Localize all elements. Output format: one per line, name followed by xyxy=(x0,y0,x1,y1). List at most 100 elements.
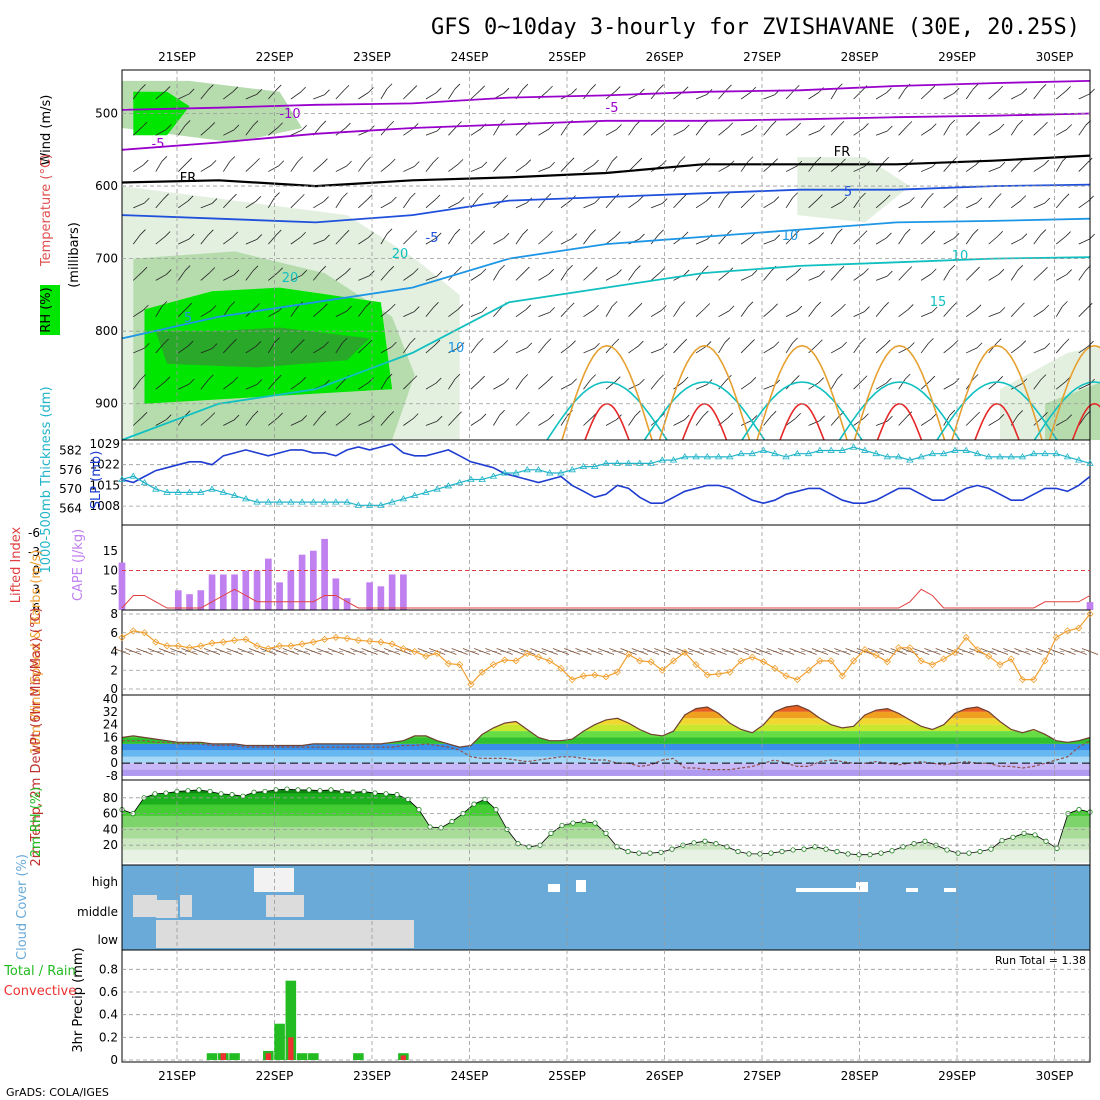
wind-barb-flag xyxy=(1021,233,1028,239)
wind-barb-flag xyxy=(501,157,507,163)
wind-barb xyxy=(785,235,795,245)
wind-barb-flag xyxy=(1042,266,1048,273)
rh-point xyxy=(669,846,675,852)
cloud-cover-panel: high middle low Cloud Cover (%) xyxy=(15,854,1091,960)
wind-barb xyxy=(178,238,190,245)
wind-barb-flag xyxy=(386,83,393,90)
bottom-date-label: 21SEP xyxy=(158,1069,196,1083)
wind-barb-flag xyxy=(1066,269,1073,275)
wind-barb xyxy=(290,420,302,426)
rh-shading xyxy=(155,327,370,368)
bottom-date-label: 28SEP xyxy=(841,1069,879,1083)
wind-barb-flag xyxy=(1020,340,1027,347)
wind-barb xyxy=(448,202,460,209)
precip-total-bar xyxy=(206,1053,218,1060)
wind-barb-flag xyxy=(616,269,622,275)
wind-barb xyxy=(200,234,209,245)
thickness-point xyxy=(512,469,520,476)
wind-barb xyxy=(515,379,524,390)
rh-point xyxy=(471,801,477,807)
wind-barb xyxy=(605,198,615,209)
precip-tick: 0.4 xyxy=(99,1008,118,1022)
warm-contour xyxy=(658,344,751,441)
wind-barb xyxy=(223,129,235,136)
wind-barb xyxy=(898,271,908,281)
isotherm-line xyxy=(121,80,1091,111)
wind-barb xyxy=(920,198,929,209)
thickness-point xyxy=(647,459,655,466)
wind-speed-point xyxy=(501,656,509,664)
wind-barb xyxy=(853,90,863,100)
contour-label: 10 xyxy=(782,229,799,244)
wind-barb xyxy=(245,200,257,209)
wind-barb-flag xyxy=(1040,84,1047,90)
wind-barb xyxy=(335,197,343,209)
wind-barb-flag xyxy=(953,87,960,94)
wind-barb xyxy=(1010,125,1019,136)
thickness-point xyxy=(118,475,126,482)
wind-barb-flag xyxy=(369,415,375,422)
rh-point xyxy=(801,846,807,852)
wind-barb xyxy=(920,343,929,354)
temp-band xyxy=(122,731,1090,738)
wind-barb xyxy=(133,164,144,172)
wind-barb-flag xyxy=(209,122,216,128)
wind-barb-flag xyxy=(661,198,668,204)
wind-barb-flag xyxy=(301,270,307,276)
wind-barb-10m xyxy=(327,648,345,655)
thickness-point xyxy=(523,466,531,473)
wind-barb xyxy=(1010,200,1022,209)
wind-barb-flag xyxy=(229,301,236,307)
wind-barb-10m xyxy=(721,648,738,655)
wind-barb xyxy=(943,307,952,317)
wind-barb-10m xyxy=(1003,648,1020,655)
wind-barb xyxy=(628,200,639,209)
thickness-point xyxy=(242,495,250,502)
wind-barb xyxy=(425,237,437,245)
wind-barb xyxy=(132,271,143,281)
wind-barb-flag xyxy=(391,341,397,348)
wind-barb xyxy=(583,89,592,100)
rh-point xyxy=(1043,838,1049,844)
wind-barb-10m xyxy=(1025,648,1042,655)
wind-barb xyxy=(605,129,617,136)
wind-speed-point xyxy=(152,638,160,646)
wind-barb xyxy=(1055,343,1065,354)
wind-speed-point xyxy=(512,657,520,665)
wind-barb-flag xyxy=(930,123,937,130)
wind-barb xyxy=(920,90,931,100)
cape-bar xyxy=(343,598,351,610)
chart-title: GFS 0~10day 3-hourly for ZVISHAVANE (30E… xyxy=(431,15,1080,40)
wind-barb-flag xyxy=(815,156,822,163)
wind-axis-label: 10m Wind Speed & Barbs (m/s) xyxy=(29,550,44,755)
rh-tick: 80 xyxy=(103,791,118,805)
cape-bar xyxy=(310,550,317,610)
wind-barb-flag xyxy=(233,124,240,131)
thickness-point xyxy=(298,498,306,505)
wind-barb-flag xyxy=(503,233,510,239)
rh-point xyxy=(262,788,268,795)
wind-barb xyxy=(583,234,592,245)
high-cloud-fleck xyxy=(796,888,856,892)
wind-barb xyxy=(673,198,683,209)
wind-barb-flag xyxy=(256,234,263,240)
wind-barb xyxy=(583,202,595,209)
wind-speed-point xyxy=(523,649,531,657)
wind-barb-flag xyxy=(231,338,237,345)
cape-bar xyxy=(298,554,306,610)
wind-speed-point xyxy=(1086,610,1094,618)
wind-barb-10m xyxy=(766,648,783,655)
wind-speed-point xyxy=(343,634,351,642)
wind-barb-10m xyxy=(1070,648,1087,655)
wind-barb-flag xyxy=(481,161,488,168)
wind-barb-flag xyxy=(256,379,263,385)
cape-lifted-index-panel: -6 -3 0 3 6 5 10 15 Lifted Index CAPE (J/kg) xyxy=(9,524,1094,615)
bottom-date-label: 30SEP xyxy=(1036,1069,1074,1083)
wind-barb xyxy=(943,345,954,354)
wind-barb-flag xyxy=(639,88,645,95)
wind-barb xyxy=(583,417,593,426)
wind-barb-flag xyxy=(749,194,755,200)
wind-barb-10m xyxy=(642,648,660,655)
wind-barb-flag xyxy=(480,268,487,275)
wind-barb xyxy=(988,90,999,100)
